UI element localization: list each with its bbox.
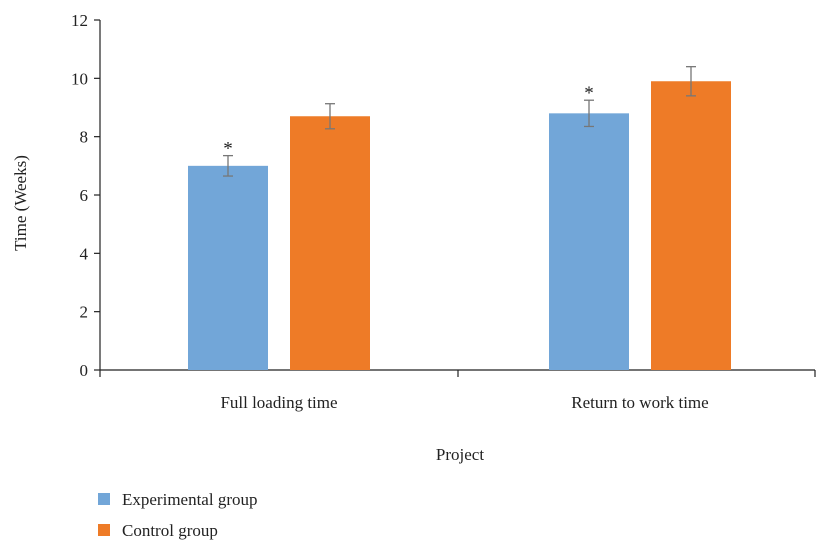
y-tick-label: 4: [80, 244, 89, 263]
y-tick-label: 10: [71, 69, 88, 88]
bar: [549, 113, 629, 370]
bar: [290, 116, 370, 370]
bar: [188, 165, 268, 370]
y-tick-label: 2: [80, 303, 89, 322]
legend-swatch: [98, 493, 110, 505]
legend: Experimental group Control group: [98, 490, 258, 540]
x-tick-label: Return to work time: [571, 393, 708, 412]
bar: [651, 81, 731, 370]
y-axis-label: Time (Weeks): [11, 155, 30, 251]
significance-marker: *: [223, 139, 233, 160]
y-tick-label: 6: [80, 186, 89, 205]
x-axis-label: Project: [436, 445, 484, 464]
significance-marker: *: [584, 83, 594, 104]
y-tick-label: 0: [80, 361, 89, 380]
y-tick-label: 12: [71, 11, 88, 30]
legend-swatch: [98, 524, 110, 536]
x-tick-label: Full loading time: [220, 393, 337, 412]
plot-area: 0 2 4 6 8 10 12 * Full loading time * Return to wo…: [71, 11, 816, 412]
y-tick-label: 8: [80, 128, 89, 147]
legend-label: Experimental group: [122, 490, 258, 509]
legend-label: Control group: [122, 521, 218, 540]
